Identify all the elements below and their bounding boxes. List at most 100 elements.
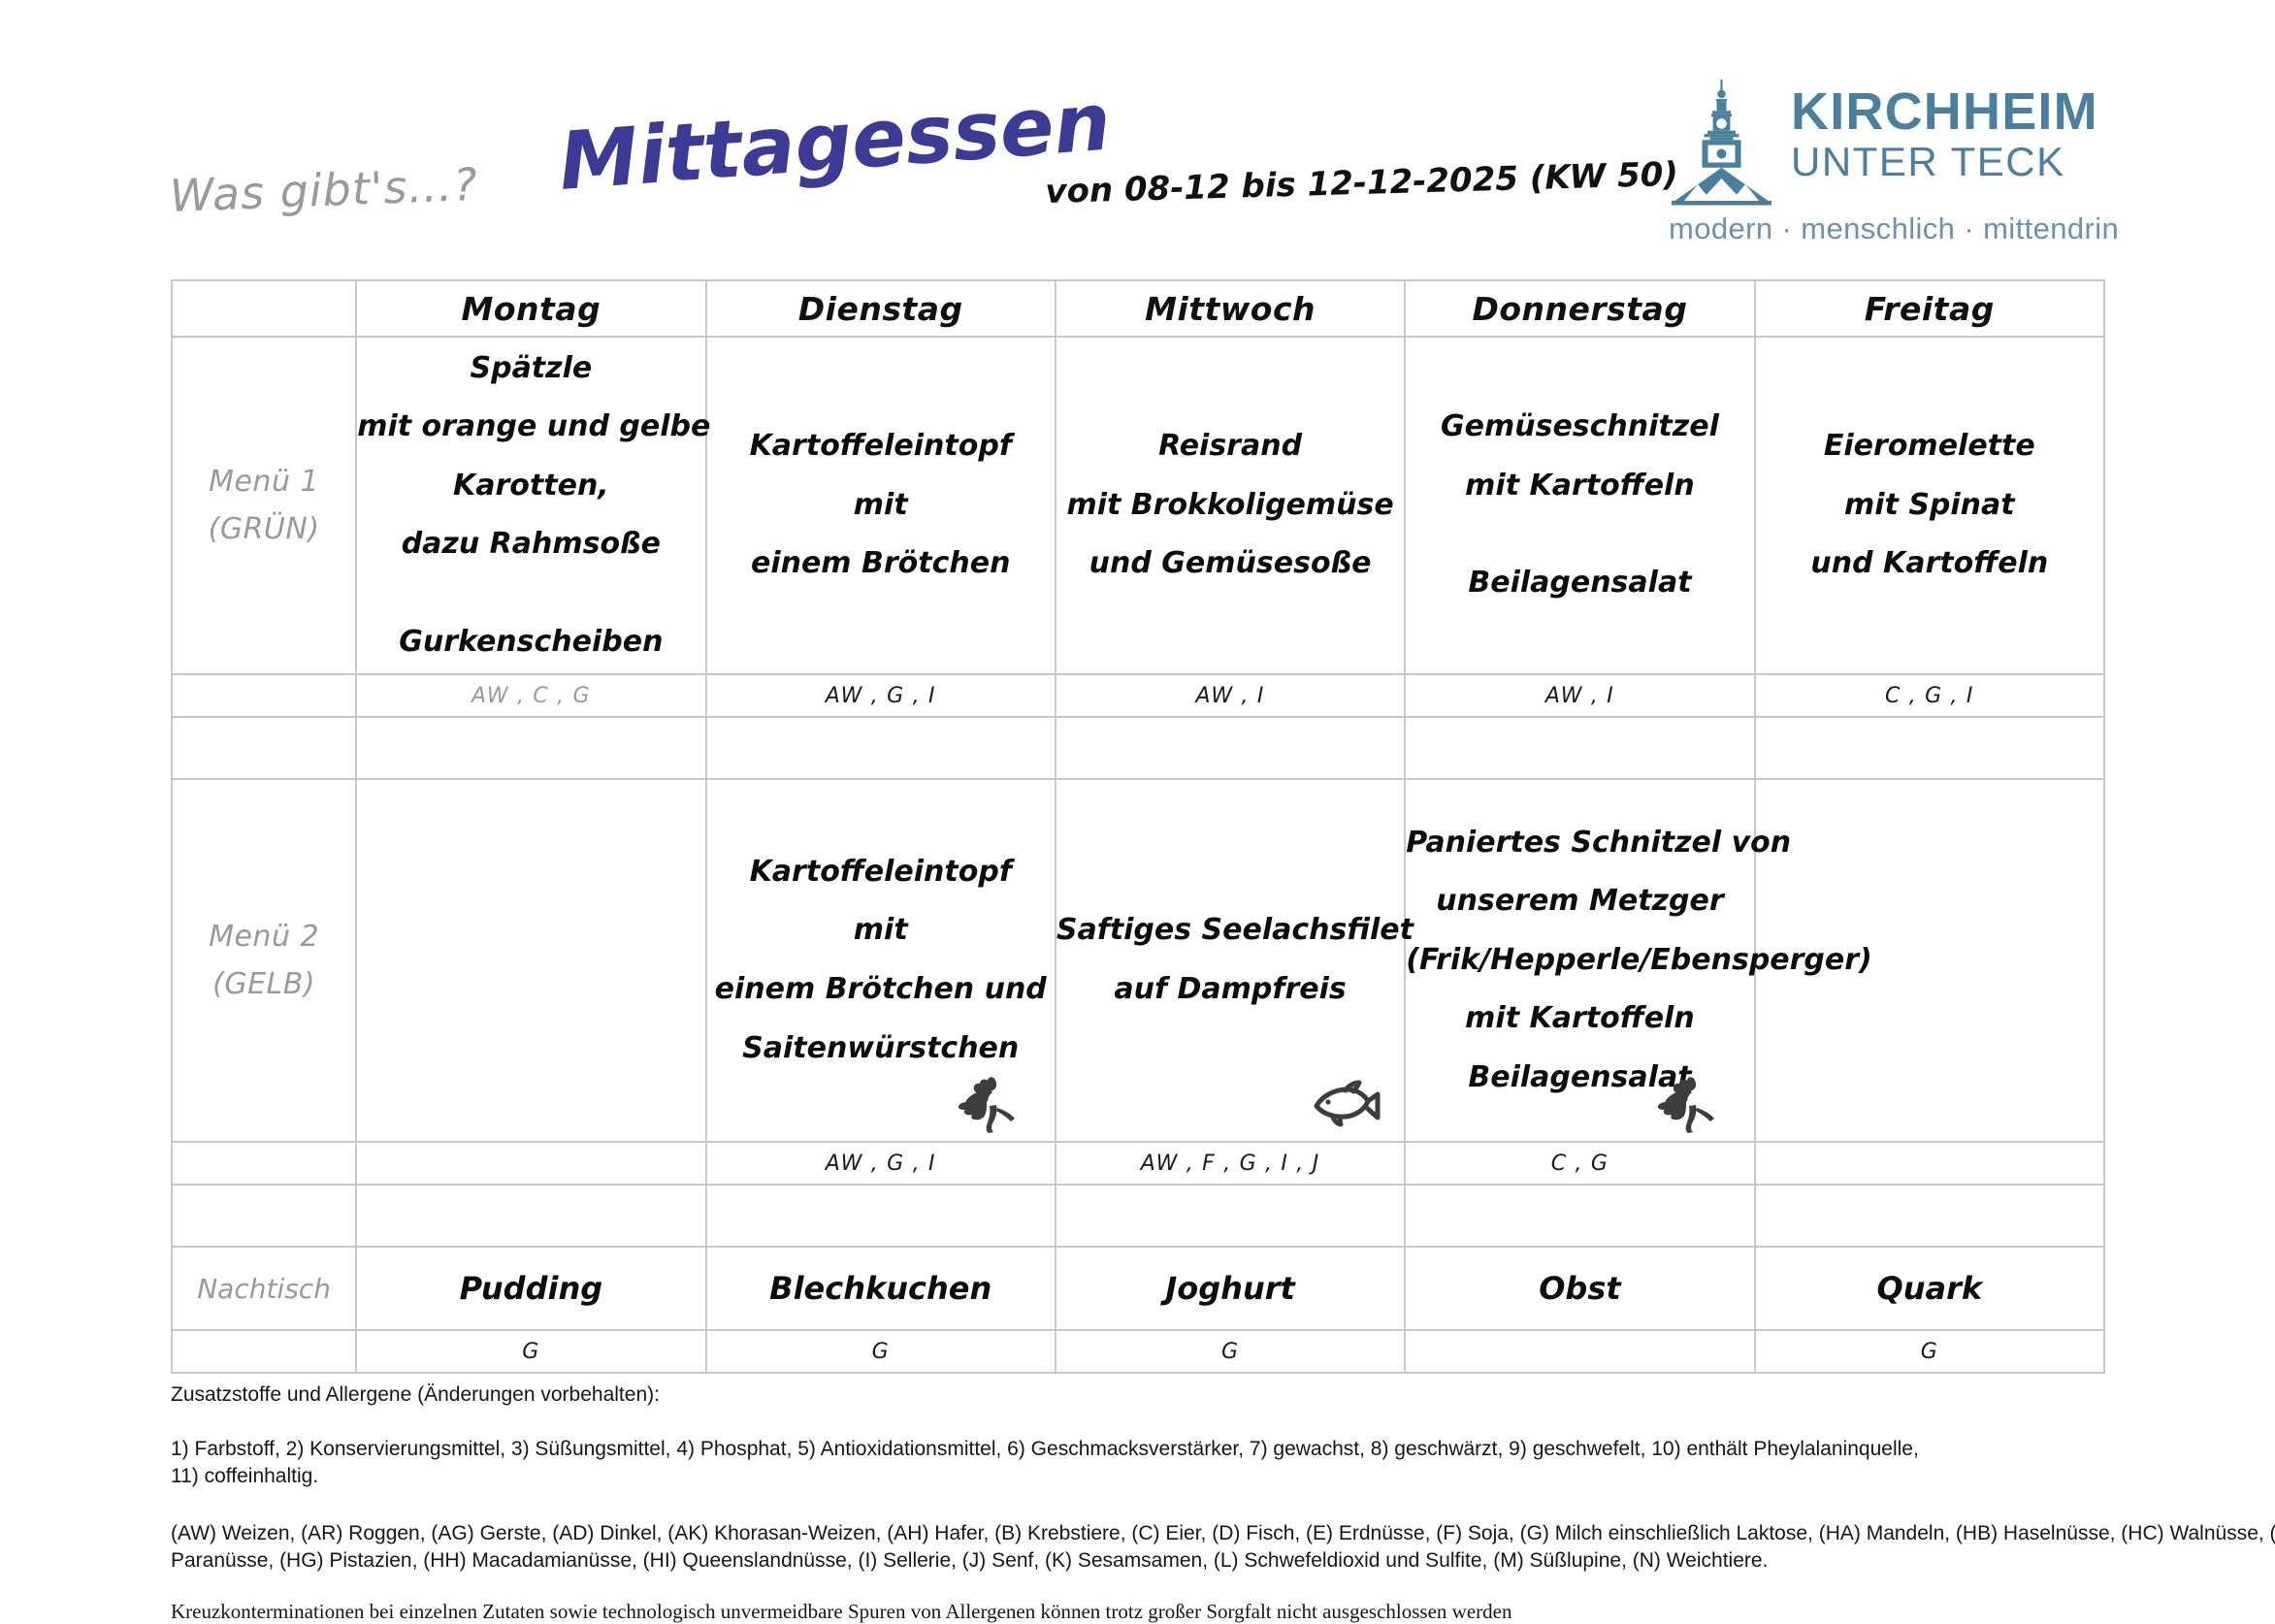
dessert-allergens-freitag: G [1753, 1329, 2106, 1374]
page-header: Was gibt's…? Mittagessen von 08-12 bis 1… [0, 0, 2275, 272]
dessert-allergens-dienstag: G [704, 1329, 1056, 1374]
menu1-label-line1: Menü 1 [209, 464, 320, 499]
menu1-dish-mittwoch: Reisrand mit Brokkoligemüse und Gemüseso… [1054, 336, 1407, 675]
dish-line: Spätzle [470, 350, 593, 385]
dish-line: einem Brötchen und [714, 972, 1047, 1006]
spacer-row-1 [170, 716, 2106, 780]
allergen-row-label [170, 673, 358, 718]
dish-line: dazu Rahmsoße [401, 527, 662, 562]
date-range: von 08-12 bis 12-12-2025 (KW 50) [1044, 154, 1679, 211]
allergen-row-label [170, 1141, 358, 1186]
menu1-label-line2: (GRÜN) [208, 512, 320, 546]
dish-line: auf Dampfreis [1114, 972, 1347, 1006]
church-tower-icon [1669, 78, 1775, 206]
menu1-dish-dienstag: Kartoffeleintopf mit einem Brötchen [704, 336, 1056, 675]
menu2-label-line2: (GELB) [212, 967, 316, 1001]
menu2-label: Menü 2 (GELB) [170, 778, 358, 1143]
legend-allergens: (AW) Weizen, (AR) Roggen, (AG) Gerste, (… [171, 1520, 2275, 1575]
weekly-menu-table: Montag Dienstag Mittwoch Donnerstag Frei… [170, 279, 2106, 1374]
dessert-montag: Pudding [355, 1246, 707, 1331]
spacer-cell [1404, 1184, 1756, 1248]
menu1-allergen-row: AW , C , G AW , G , I AW , I AW , I C , … [170, 673, 2106, 718]
menu1-dish-montag: Spätzle mit orange und gelbe Karotten, d… [355, 336, 710, 675]
dish-line: Beilagensalat [1468, 566, 1692, 601]
page-title: Mittagessen [556, 76, 1114, 209]
chicken-icon [958, 1073, 1033, 1133]
legend-cross-contamination: Kreuzkonterminationen bei einzelnen Zuta… [171, 1600, 1512, 1624]
dessert-donnerstag: Obst [1404, 1246, 1756, 1331]
menu2-dish-mittwoch: Saftiges Seelachsfilet auf Dampfreis [1054, 778, 1414, 1143]
legend-additives-line1: 1) Farbstoff, 2) Konservierungsmittel, 3… [171, 1438, 1919, 1460]
dessert-allergen-row: G G G G [170, 1329, 2106, 1374]
dessert-allergens-donnerstag [1404, 1329, 1756, 1374]
dish-line: Saitenwürstchen [742, 1030, 1020, 1065]
spacer-cell [170, 716, 358, 780]
logo-name-line1: KIRCHHEIM [1791, 82, 2098, 141]
spacer-row-2 [170, 1184, 2106, 1248]
header-question: Was gibt's…? [168, 157, 479, 222]
menu2-dish-dienstag: Kartoffeleintopf mit einem Brötchen und … [704, 778, 1056, 1143]
spacer-cell [704, 716, 1056, 780]
menu2-dish-freitag [1753, 778, 2106, 1143]
dish-line: (Frik/Hepperle/Ebensperger) [1406, 942, 1872, 977]
menu2-label-line1: Menü 2 [209, 919, 320, 954]
day-header-mittwoch: Mittwoch [1054, 279, 1407, 338]
logo-name-line2: UNTER TECK [1791, 139, 2065, 184]
menu2-allergens-dienstag: AW , G , I [704, 1141, 1056, 1186]
dish-line: unserem Metzger [1436, 884, 1724, 919]
menu1-allergens-mittwoch: AW , I [1054, 673, 1407, 718]
spacer-cell [1054, 1184, 1407, 1248]
spacer-cell [1753, 716, 2106, 780]
day-header-dienstag: Dienstag [704, 279, 1056, 338]
dish-line: mit Spinat [1843, 487, 2015, 522]
dish-line: Kartoffeleintopf [749, 429, 1012, 464]
dessert-freitag: Quark [1753, 1246, 2106, 1331]
footer-legend: Zusatzstoffe und Allergene (Änderungen v… [171, 1383, 2275, 1624]
menu1-label: Menü 1 (GRÜN) [170, 336, 358, 675]
dessert-mittwoch: Joghurt [1054, 1246, 1407, 1331]
dish-line: Karotten, [453, 468, 609, 503]
menu2-allergen-row: AW , G , I AW , F , G , I , J C , G [170, 1141, 2106, 1186]
menu2-allergens-donnerstag: C , G [1404, 1141, 1756, 1186]
spacer-cell [355, 716, 707, 780]
dish-line: mit Kartoffeln [1465, 468, 1695, 503]
legend-additives-line2: 11) coffeinhaltig. [171, 1465, 319, 1488]
spacer-cell [1054, 716, 1407, 780]
dish-line: Paniertes Schnitzel von [1406, 825, 1792, 860]
menu1-allergens-donnerstag: AW , I [1404, 673, 1756, 718]
dessert-dienstag: Blechkuchen [704, 1246, 1056, 1331]
city-logo: KIRCHHEIM UNTER TECK modern · menschlich… [1669, 78, 2119, 252]
menu2-allergens-freitag [1753, 1141, 2106, 1186]
menu2-allergens-mittwoch: AW , F , G , I , J [1054, 1141, 1407, 1186]
chicken-icon [1657, 1073, 1733, 1133]
menu1-allergens-montag: AW , C , G [355, 673, 707, 718]
legend-heading: Zusatzstoffe und Allergene (Änderungen v… [171, 1383, 660, 1406]
dessert-allergens-montag: G [355, 1329, 707, 1374]
logo-wordmark: KIRCHHEIM UNTER TECK [1791, 85, 2098, 186]
menu2-dish-donnerstag: Paniertes Schnitzel von unserem Metzger … [1404, 778, 1872, 1143]
dish-line: mit Kartoffeln [1465, 1001, 1695, 1036]
dessert-row: Nachtisch Pudding Blechkuchen Joghurt Ob… [170, 1246, 2106, 1331]
spacer-cell [1404, 716, 1756, 780]
dish-line: Saftiges Seelachsfilet [1056, 913, 1414, 948]
day-header-donnerstag: Donnerstag [1404, 279, 1756, 338]
menu1-dish-donnerstag: Gemüseschnitzel mit Kartoffeln Beilagens… [1404, 336, 1756, 675]
table-header-row: Montag Dienstag Mittwoch Donnerstag Frei… [170, 279, 2106, 338]
allergen-row-label [170, 1329, 358, 1374]
menu1-row: Menü 1 (GRÜN) Spätzle mit orange und gel… [170, 336, 2106, 675]
spacer-cell [1753, 1184, 2106, 1248]
spacer-cell [355, 1184, 707, 1248]
day-header-freitag: Freitag [1753, 279, 2106, 338]
dish-line: Beilagensalat [1468, 1059, 1692, 1094]
dish-line: Reisrand [1158, 429, 1303, 464]
dessert-allergens-mittwoch: G [1054, 1329, 1407, 1374]
legend-allergens-line1: (AW) Weizen, (AR) Roggen, (AG) Gerste, (… [171, 1521, 2275, 1544]
dish-line: und Kartoffeln [1810, 546, 2049, 581]
dish-line: mit [853, 913, 908, 948]
menu2-dish-montag [355, 778, 707, 1143]
table-corner-cell [170, 279, 358, 338]
menu1-allergens-freitag: C , G , I [1753, 673, 2106, 718]
dish-line: Eieromelette [1823, 429, 2035, 464]
dish-line: Kartoffeleintopf [749, 854, 1012, 889]
